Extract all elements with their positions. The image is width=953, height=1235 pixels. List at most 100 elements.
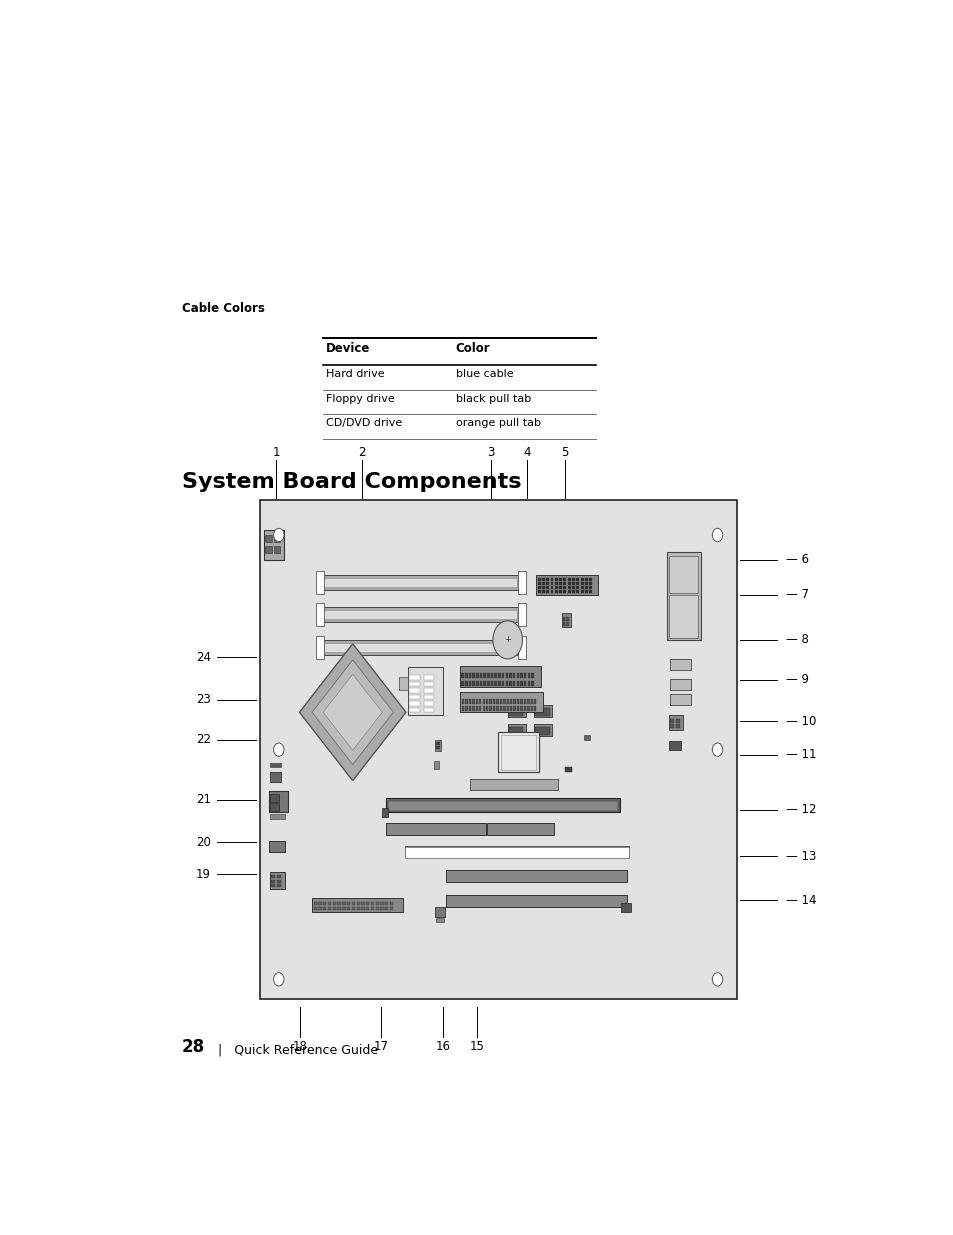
Bar <box>506 706 508 710</box>
Bar <box>436 919 443 921</box>
Bar <box>555 590 558 593</box>
Bar <box>434 761 438 768</box>
Bar <box>567 578 570 580</box>
Bar <box>476 706 477 710</box>
Text: — 8: — 8 <box>785 634 808 646</box>
Bar <box>371 902 374 905</box>
Bar <box>589 587 592 589</box>
Bar <box>352 906 355 910</box>
Bar <box>482 706 484 710</box>
Bar <box>270 763 280 767</box>
Bar <box>270 803 278 810</box>
Bar <box>555 583 558 585</box>
Bar <box>562 618 564 621</box>
Bar <box>276 884 280 888</box>
Text: 5: 5 <box>560 446 568 459</box>
Circle shape <box>274 743 284 756</box>
Bar <box>546 590 549 593</box>
Bar <box>563 583 566 585</box>
Bar <box>517 604 525 626</box>
Bar <box>580 590 583 593</box>
Bar <box>530 706 533 710</box>
Bar <box>584 578 587 580</box>
Bar <box>563 578 566 580</box>
Bar <box>312 898 402 911</box>
Text: Color: Color <box>456 342 490 356</box>
Bar <box>517 636 525 658</box>
Bar <box>507 724 525 736</box>
Text: 28: 28 <box>182 1039 205 1056</box>
Bar <box>472 673 475 678</box>
Bar <box>328 906 331 910</box>
Bar <box>576 590 578 593</box>
Text: — 13: — 13 <box>785 850 816 862</box>
Bar <box>534 699 536 704</box>
Bar <box>315 636 323 658</box>
Bar <box>319 610 517 620</box>
Bar <box>523 706 525 710</box>
Bar <box>489 706 491 710</box>
Bar <box>509 673 511 678</box>
Bar <box>490 680 493 685</box>
Circle shape <box>712 529 722 542</box>
Bar <box>461 706 464 710</box>
Bar <box>523 680 526 685</box>
Bar <box>576 583 578 585</box>
Bar <box>361 902 364 905</box>
Bar <box>390 902 393 905</box>
Bar <box>342 902 345 905</box>
Bar <box>541 583 544 585</box>
Bar <box>668 556 698 593</box>
Text: Device: Device <box>326 342 371 356</box>
Bar <box>423 695 434 699</box>
Bar <box>409 708 419 713</box>
Bar <box>333 902 335 905</box>
Bar <box>509 727 523 735</box>
Text: System Board Components: System Board Components <box>182 472 521 492</box>
Bar <box>316 640 521 655</box>
Bar <box>409 695 419 699</box>
Bar <box>564 767 572 772</box>
Bar <box>513 699 516 704</box>
Bar <box>479 680 481 685</box>
Bar <box>584 587 587 589</box>
Bar <box>476 673 478 678</box>
Bar <box>472 680 475 685</box>
Bar <box>435 906 444 916</box>
Bar <box>507 705 525 718</box>
Bar <box>461 680 463 685</box>
Bar <box>423 701 434 705</box>
Bar <box>435 740 440 751</box>
Bar <box>472 699 474 704</box>
Text: CD/DVD drive: CD/DVD drive <box>326 419 402 429</box>
Text: 17: 17 <box>374 1040 389 1053</box>
Bar <box>561 614 571 627</box>
Text: — 11: — 11 <box>785 748 816 761</box>
Bar <box>271 881 274 883</box>
Bar <box>494 680 497 685</box>
Bar <box>468 699 471 704</box>
Bar <box>497 732 538 772</box>
Bar <box>567 587 570 589</box>
Bar <box>620 903 631 911</box>
Bar <box>500 735 536 769</box>
Bar <box>505 673 507 678</box>
Bar <box>566 622 568 626</box>
Bar <box>315 571 323 594</box>
Bar <box>316 576 521 590</box>
Polygon shape <box>299 643 406 781</box>
Bar <box>669 658 691 669</box>
Bar <box>523 699 525 704</box>
Bar <box>562 622 564 626</box>
Bar <box>567 590 570 593</box>
Bar <box>407 667 443 715</box>
Bar <box>516 673 518 678</box>
Bar <box>589 578 592 580</box>
Bar <box>669 719 674 722</box>
Text: Hard drive: Hard drive <box>326 369 384 379</box>
Bar <box>265 546 272 553</box>
Bar <box>465 699 467 704</box>
Bar <box>517 699 518 704</box>
Bar <box>527 699 529 704</box>
Bar <box>436 742 439 745</box>
